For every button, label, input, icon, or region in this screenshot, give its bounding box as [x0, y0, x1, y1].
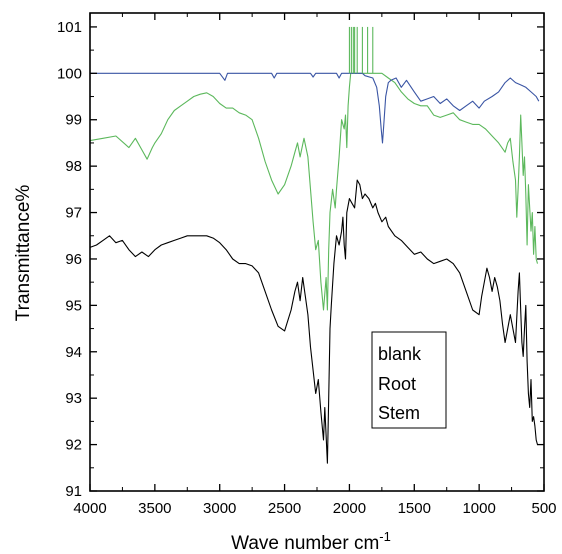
- legend-label-root: Root: [378, 374, 416, 394]
- y-tick-label: 96: [65, 251, 82, 268]
- y-tick-label: 101: [57, 19, 82, 36]
- y-tick-label: 92: [65, 437, 82, 454]
- x-tick-label: 4000: [73, 500, 106, 517]
- legend-label-blank: blank: [378, 344, 422, 364]
- x-tick-label: 2500: [268, 500, 301, 517]
- series-line-stem: [89, 179, 539, 464]
- x-axis-ticks: 4000 3500 3000 2500 2000 1500 1000 500: [73, 13, 557, 517]
- series-layer: [89, 26, 540, 464]
- x-tick-label: 3500: [138, 500, 171, 517]
- legend-label-stem: Stem: [378, 403, 420, 423]
- x-tick-label: 1500: [398, 500, 431, 517]
- y-tick-label: 99: [65, 112, 82, 129]
- x-tick-label: 1000: [462, 500, 495, 517]
- x-tick-label: 3000: [203, 500, 236, 517]
- plot-background: [90, 13, 544, 491]
- y-axis-ticks: 91 92 93 94 95 96 97 98 99 100 101: [57, 19, 544, 500]
- y-tick-label: 94: [65, 344, 82, 361]
- y-tick-label: 95: [65, 297, 82, 314]
- y-tick-label: 91: [65, 483, 82, 500]
- y-tick-label: 100: [57, 65, 82, 82]
- x-axis-title: Wave number cm-1: [231, 529, 391, 554]
- series-line-root: [89, 72, 539, 311]
- x-tick-label: 2000: [333, 500, 366, 517]
- legend: blank Root Stem: [371, 331, 447, 429]
- y-tick-label: 98: [65, 158, 82, 175]
- series-line-blank: [90, 72, 540, 144]
- y-tick-label: 97: [65, 205, 82, 222]
- y-tick-label: 93: [65, 390, 82, 407]
- legend-box: [371, 331, 447, 429]
- y-axis-title: Transmittance%: [13, 185, 34, 322]
- x-tick-label: 500: [531, 500, 556, 517]
